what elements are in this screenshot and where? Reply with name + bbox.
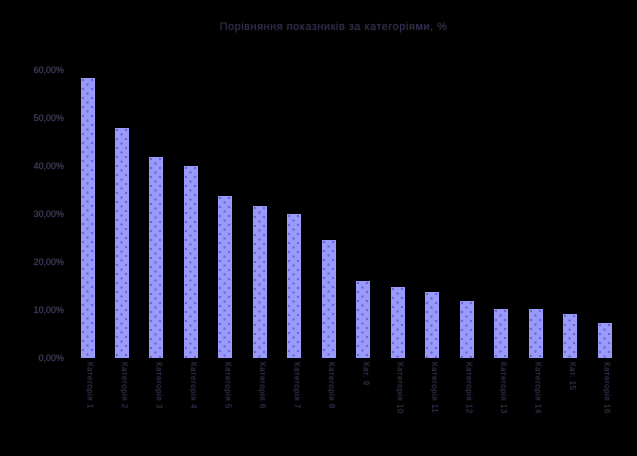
x-category-label: Категорія 13: [499, 362, 509, 414]
y-tick-label: 10,00%: [33, 305, 64, 316]
y-tick-label: 30,00%: [33, 209, 64, 220]
x-category-label: Категорія 11: [430, 362, 440, 414]
x-category-label: Категорія 6: [257, 362, 267, 409]
x-category-label: Категорія 7: [292, 362, 302, 409]
y-tick-label: 50,00%: [33, 113, 64, 124]
x-category-label: Категорія 8: [326, 362, 336, 409]
x-category-label: Категорія 3: [154, 362, 164, 409]
x-category-label: Категорія 16: [602, 362, 612, 414]
bar: [149, 157, 164, 358]
y-tick-label: 0,00%: [38, 353, 64, 363]
x-category-label: Категорія 1: [85, 362, 95, 409]
x-category-label: Кат. 15: [568, 362, 578, 391]
bar: [80, 78, 95, 358]
bar: [183, 166, 198, 358]
x-category-label: Категорія 5: [223, 362, 233, 409]
bar: [218, 196, 233, 358]
bar: [563, 314, 578, 358]
y-tick-label: 60,00%: [33, 65, 64, 76]
bar: [321, 240, 336, 358]
x-category-label: Кат. 9: [361, 362, 371, 386]
chart-title: Порівняння показників за категоріями, %: [219, 21, 448, 33]
x-category-label: Категорія 4: [188, 362, 198, 409]
bar: [494, 309, 509, 358]
y-tick-label: 40,00%: [33, 161, 64, 172]
bar: [356, 281, 371, 358]
bar: [528, 309, 543, 358]
bar: [114, 128, 129, 358]
bar: [287, 214, 302, 358]
bar: [390, 287, 405, 358]
y-tick-label: 20,00%: [33, 257, 64, 268]
x-category-label: Категорія 2: [119, 362, 129, 409]
bar: [597, 323, 612, 358]
x-category-label: Категорія 10: [395, 362, 405, 414]
x-category-label: Категорія 14: [533, 362, 543, 414]
bar: [425, 292, 440, 358]
bar: [459, 301, 474, 358]
bar: [252, 206, 267, 358]
x-category-label: Категорія 12: [464, 362, 474, 414]
